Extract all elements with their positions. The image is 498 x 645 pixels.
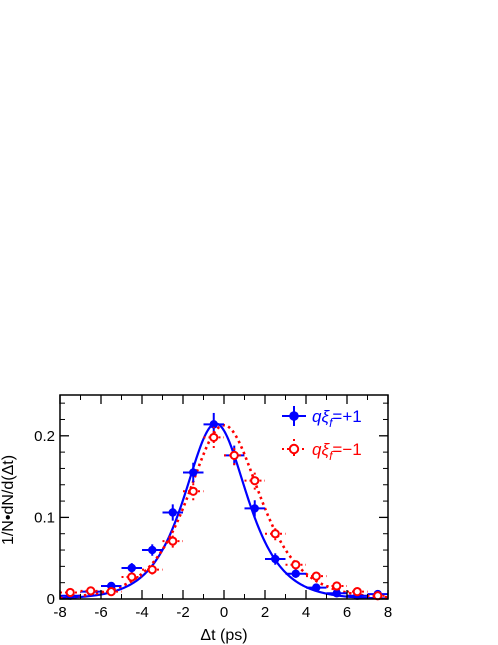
open-marker xyxy=(65,587,75,598)
y-tick-label: 0.2 xyxy=(34,428,55,445)
data-point xyxy=(306,571,327,581)
legend-label: qξf=−1 xyxy=(312,440,362,463)
open-marker xyxy=(250,476,260,486)
filled-marker xyxy=(332,589,341,598)
data-point xyxy=(265,527,286,541)
data-point xyxy=(306,583,327,592)
data-point xyxy=(183,482,204,501)
open-marker xyxy=(291,560,301,570)
legend-label: qξf=+1 xyxy=(312,407,362,430)
data-point xyxy=(142,544,163,556)
open-marker xyxy=(106,587,116,597)
open-marker xyxy=(168,536,178,546)
y-tick-label: 0.1 xyxy=(34,509,55,526)
open-marker xyxy=(86,586,96,596)
data-point xyxy=(101,587,122,597)
open-marker xyxy=(229,450,239,460)
legend-marker xyxy=(289,411,299,421)
legend-marker xyxy=(288,443,300,455)
data-point xyxy=(326,589,347,598)
data-point xyxy=(347,587,368,597)
data-point xyxy=(121,563,142,573)
legend-label-q: q xyxy=(312,407,322,426)
data-point xyxy=(60,587,81,598)
x-tick-label: 6 xyxy=(343,604,351,621)
filled-marker xyxy=(148,545,157,555)
legend-label-sub: f xyxy=(329,416,334,430)
data-point xyxy=(162,504,183,521)
open-marker xyxy=(332,581,342,591)
open-marker xyxy=(352,587,362,597)
data-point xyxy=(244,500,265,517)
data-point xyxy=(203,426,224,449)
filled-marker xyxy=(209,420,218,429)
data-point xyxy=(80,586,101,596)
legend-label-sub: f xyxy=(329,449,334,463)
x-tick-label: 8 xyxy=(384,604,392,621)
legend-label-q: q xyxy=(312,440,322,459)
x-tick-label: 0 xyxy=(220,604,228,621)
data-point xyxy=(285,569,306,578)
data-point xyxy=(142,564,163,575)
filled-marker xyxy=(312,583,321,592)
open-marker xyxy=(311,571,321,581)
legend-label-value: =−1 xyxy=(332,440,361,459)
legend-label-value: =+1 xyxy=(332,407,361,426)
data-point xyxy=(285,559,306,570)
legend-entry: qξf=+1 xyxy=(282,406,362,430)
x-tick-label: -2 xyxy=(176,604,189,621)
legend-label-xi: ξ xyxy=(321,407,330,426)
filled-marker xyxy=(271,554,280,564)
x-tick-label: -8 xyxy=(53,604,66,621)
data-point xyxy=(224,445,245,466)
open-marker xyxy=(127,572,137,582)
x-tick-label: -4 xyxy=(135,604,148,621)
open-marker xyxy=(188,486,198,496)
data-point xyxy=(162,534,183,548)
open-marker xyxy=(209,432,219,443)
legend-label-xi: ξ xyxy=(321,440,330,459)
x-axis-label: Δt (ps) xyxy=(200,627,247,644)
data-point xyxy=(121,572,142,582)
open-marker xyxy=(147,565,157,575)
data-point xyxy=(183,462,204,483)
axis-ticks: -8 -6 -4 -2 0 2 4 6 8 0 0.1 0.2 xyxy=(34,395,392,621)
y-axis-label: 1/N•dN/d(Δt) xyxy=(0,455,17,545)
data-point xyxy=(265,553,286,565)
filled-marker xyxy=(127,563,136,573)
data-point xyxy=(326,581,347,591)
filled-marker xyxy=(168,508,177,517)
open-marker xyxy=(270,529,280,539)
x-tick-label: -6 xyxy=(94,604,107,621)
x-tick-label: 2 xyxy=(261,604,269,621)
filled-marker xyxy=(250,504,259,513)
x-tick-label: 4 xyxy=(302,604,310,621)
y-tick-label: 0 xyxy=(47,591,55,608)
filled-marker xyxy=(291,569,300,578)
data-points xyxy=(60,412,388,601)
legend-entry: qξf=−1 xyxy=(282,439,362,463)
filled-marker xyxy=(189,468,198,477)
data-point xyxy=(367,591,388,601)
data-point xyxy=(244,471,265,490)
